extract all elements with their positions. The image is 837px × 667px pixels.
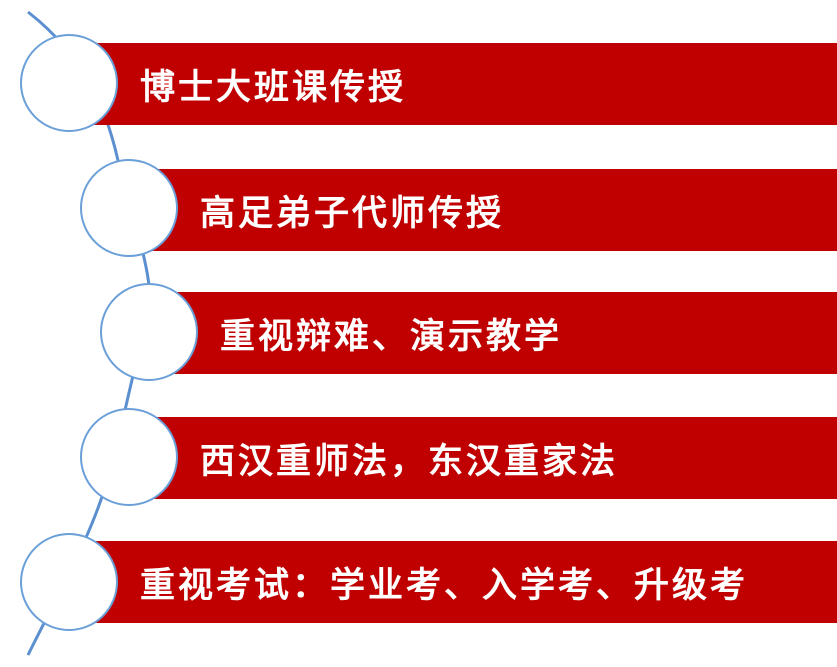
item-circle-4 — [80, 408, 178, 506]
item-label-1: 博士大班课传授 — [140, 66, 407, 108]
item-bar-1: 博士大班课传授 — [68, 43, 837, 125]
item-circle-2 — [80, 159, 178, 257]
item-circle-1 — [20, 34, 118, 132]
item-label-3: 重视辩难、演示教学 — [220, 315, 563, 357]
item-circle-3 — [100, 283, 198, 381]
item-label-2: 高足弟子代师传授 — [200, 192, 505, 234]
item-label-4: 西汉重师法，东汉重家法 — [200, 440, 619, 482]
item-bar-4: 西汉重师法，东汉重家法 — [128, 417, 837, 499]
item-label-5: 重视考试：学业考、入学考、升级考 — [140, 564, 749, 606]
item-bar-2: 高足弟子代师传授 — [128, 169, 837, 251]
item-circle-5 — [20, 533, 118, 631]
item-bar-5: 重视考试：学业考、入学考、升级考 — [68, 541, 837, 623]
item-bar-3: 重视辩难、演示教学 — [148, 292, 837, 374]
